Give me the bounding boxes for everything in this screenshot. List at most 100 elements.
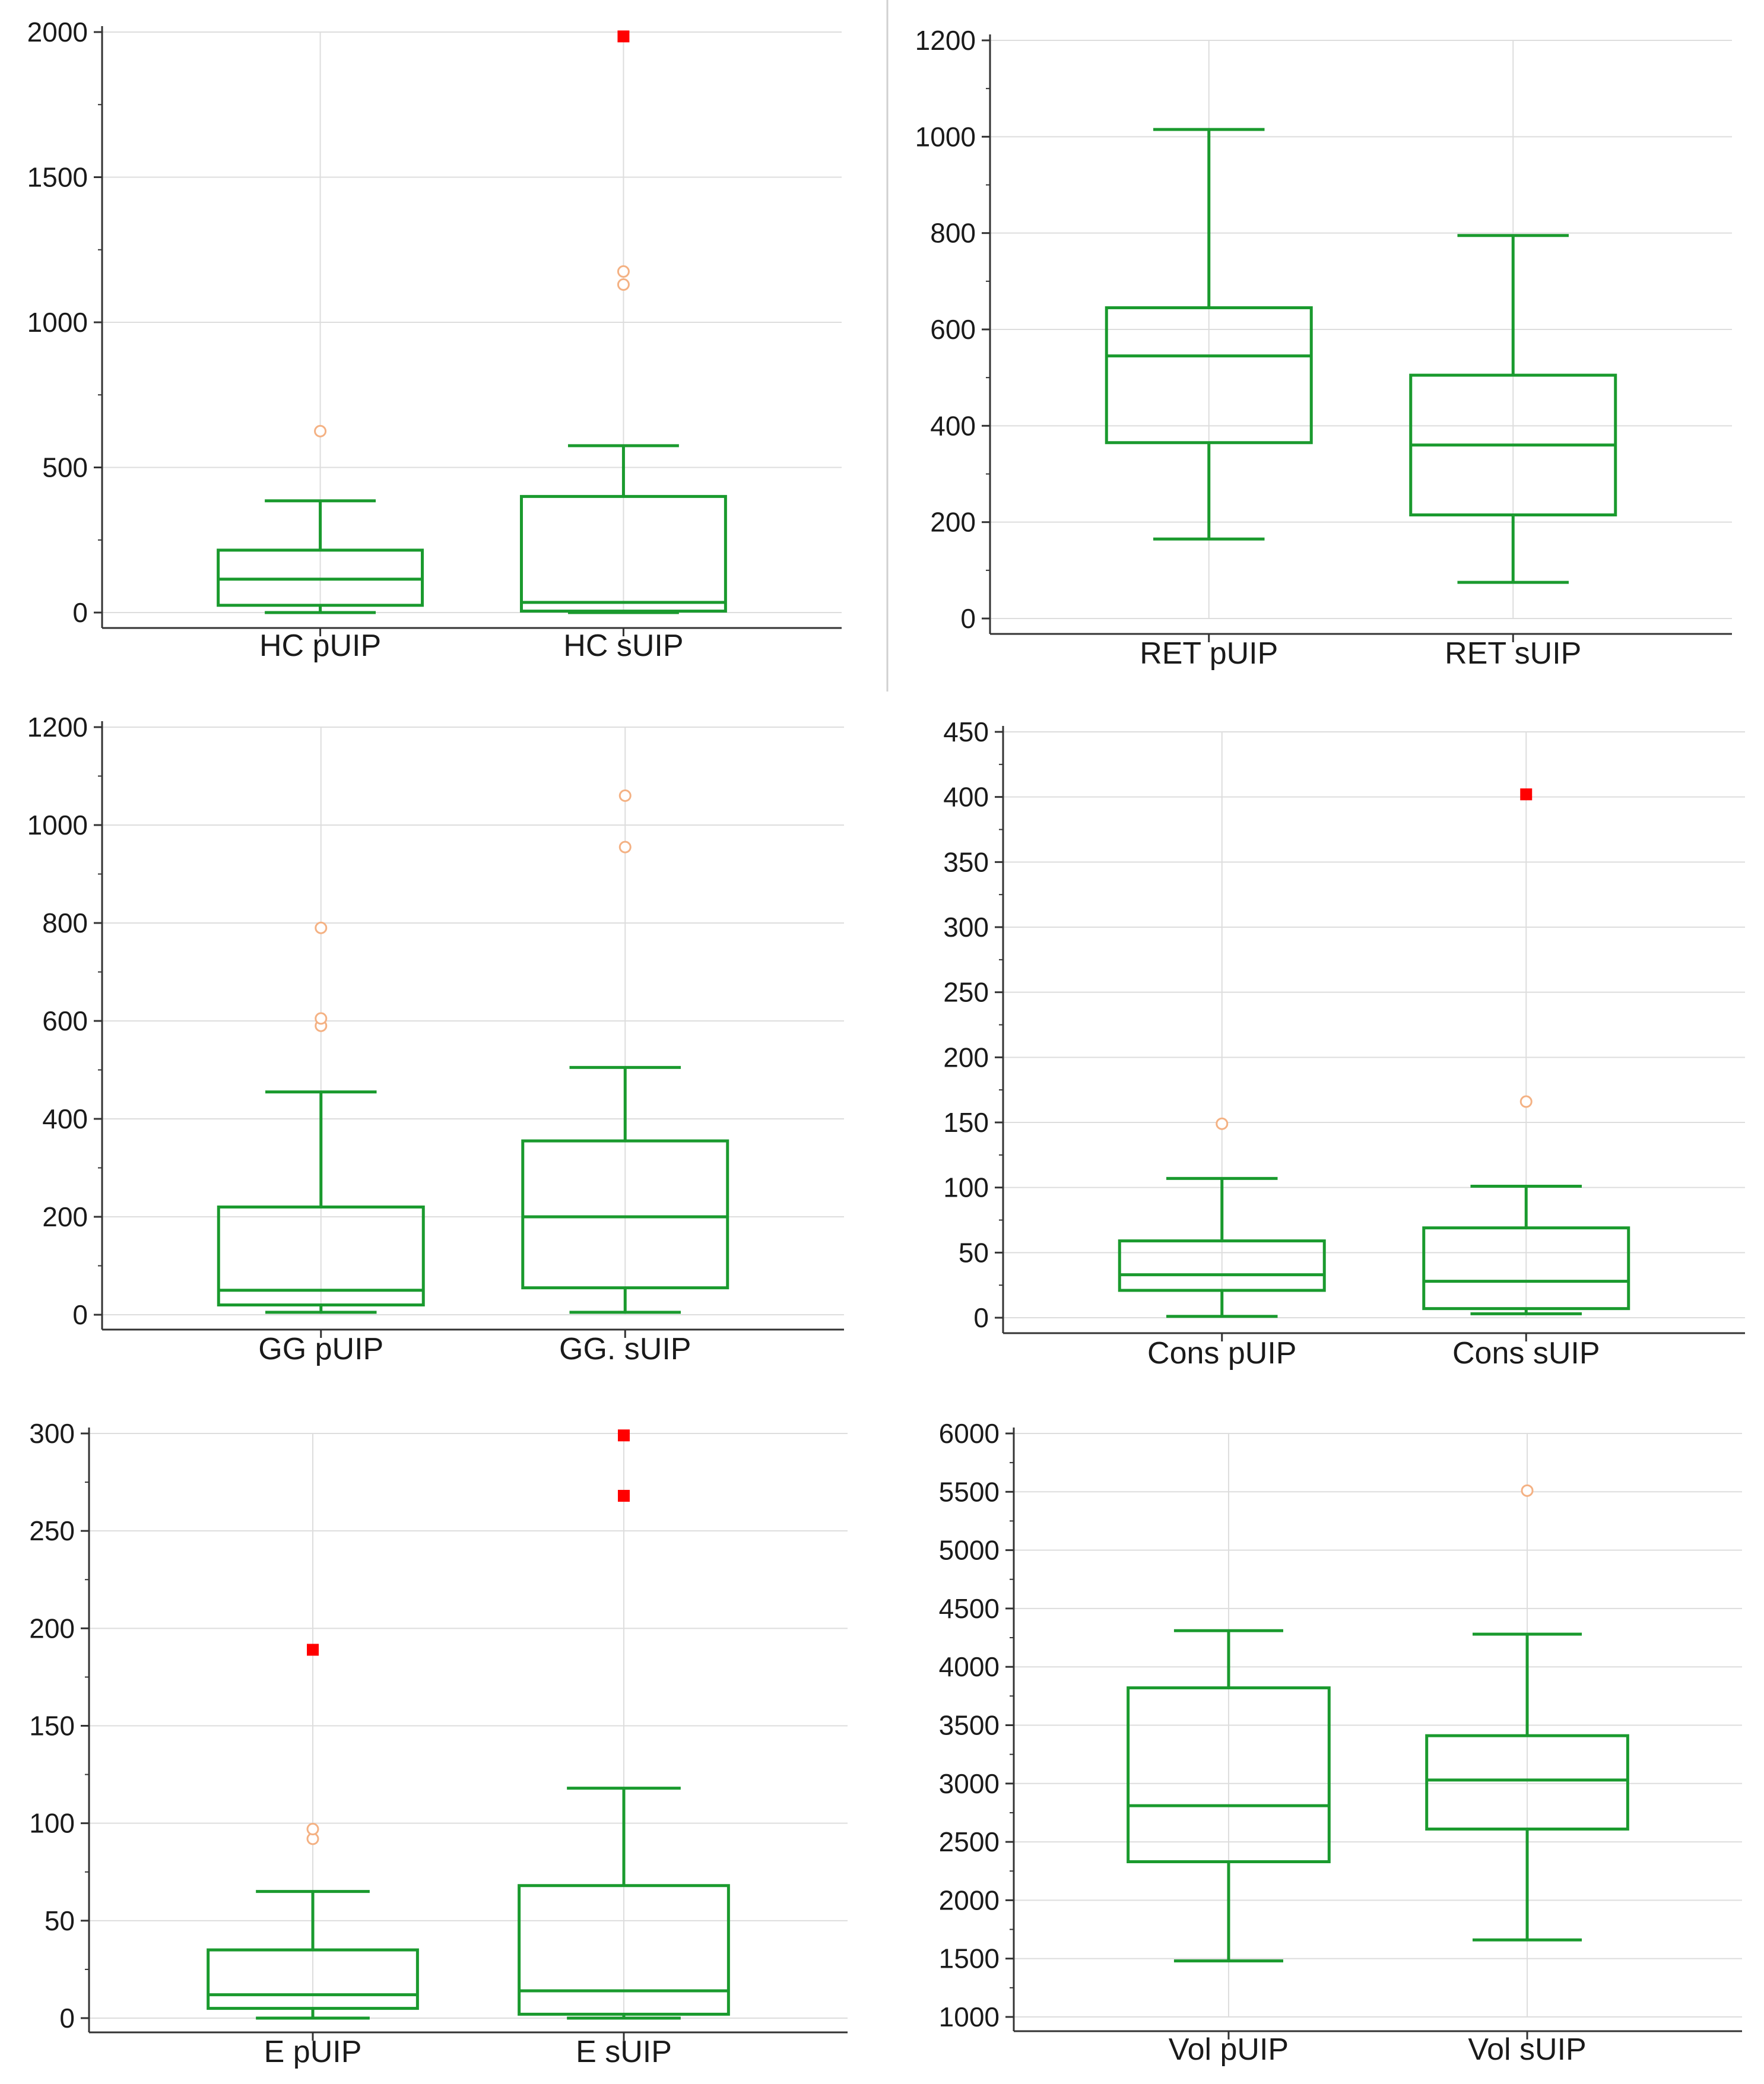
box-plot-panel-3: 0 200 400 600 800 1000 1200 GG pUIP GG. sUIP xyxy=(27,712,844,1366)
y-tick-label: 1000 xyxy=(27,307,88,338)
y-tick-label: 5000 xyxy=(939,1535,1000,1566)
category-label: RET sUIP xyxy=(1445,636,1581,671)
y-tick-label: 3000 xyxy=(939,1768,1000,1799)
y-tick-label: 200 xyxy=(42,1201,88,1232)
box-iqr xyxy=(1425,1734,1629,1831)
box-iqr xyxy=(1118,1239,1326,1292)
far-outlier-point xyxy=(1520,788,1533,801)
box-iqr xyxy=(518,1884,730,2016)
outlier-point xyxy=(306,1823,319,1836)
box-cons-suip: Cons sUIP xyxy=(1422,788,1630,1371)
y-tick-label: 3500 xyxy=(939,1710,1000,1741)
y-tick-label: 2500 xyxy=(939,1826,1000,1857)
y-tick-label: 200 xyxy=(943,1042,989,1073)
y-tick-label: 400 xyxy=(943,782,989,813)
category-label: RET pUIP xyxy=(1140,636,1278,671)
box-gg-suip: GG. sUIP xyxy=(521,789,729,1366)
box-plot-panel-6: 1000 1500 2000 2500 3000 3500 4000 4500 5000 5500… xyxy=(939,1418,1742,2067)
y-tick-label: 1500 xyxy=(27,162,88,193)
y-tick-label: 4000 xyxy=(939,1651,1000,1682)
box-cons-puip: Cons pUIP xyxy=(1118,1117,1326,1371)
category-label: Cons pUIP xyxy=(1147,1336,1296,1371)
box-gg-puip: GG pUIP xyxy=(217,921,425,1366)
far-outlier-point xyxy=(617,1490,630,1502)
y-tick-label: 50 xyxy=(45,1905,75,1936)
y-tick-label: 5500 xyxy=(939,1476,1000,1507)
y-tick-label: 350 xyxy=(943,846,989,877)
category-label: Vol pUIP xyxy=(1169,2032,1289,2067)
y-tick-label: 0 xyxy=(973,1302,989,1333)
box-iqr xyxy=(1105,306,1313,445)
box-ret-puip: RET pUIP xyxy=(1105,128,1313,671)
y-tick-label: 800 xyxy=(930,218,976,249)
outlier-point xyxy=(315,1012,328,1025)
box-plot-panel-2: 0 200 400 600 800 1000 1200 RET pUIP RET sUIP xyxy=(915,25,1732,671)
box-ret-suip: RET sUIP xyxy=(1409,234,1617,671)
box-vol-puip: Vol pUIP xyxy=(1127,1629,1331,2067)
category-label: Cons sUIP xyxy=(1452,1336,1600,1371)
box-plot-panel-1: 0 500 1000 1500 2000 HC pUIP HC sUIP xyxy=(27,17,842,663)
y-tick-label: 1000 xyxy=(27,810,88,840)
y-tick-label: 300 xyxy=(943,912,989,943)
far-outlier-point xyxy=(307,1644,319,1656)
box-hc-suip: HC sUIP xyxy=(519,30,727,663)
box-e-puip: E pUIP xyxy=(207,1644,419,2069)
y-tick-label: 1200 xyxy=(915,25,976,56)
y-tick-label: 4500 xyxy=(939,1593,1000,1624)
outlier-point xyxy=(1216,1117,1229,1130)
category-label: E pUIP xyxy=(264,2035,362,2069)
y-tick-label: 600 xyxy=(42,1005,88,1036)
y-tick-label: 2000 xyxy=(939,1885,1000,1915)
y-tick-label: 450 xyxy=(943,716,989,747)
outlier-point xyxy=(618,840,632,854)
box-iqr xyxy=(1422,1226,1630,1311)
category-label: GG pUIP xyxy=(258,1332,383,1366)
y-tick-label: 150 xyxy=(943,1107,989,1138)
box-hc-puip: HC pUIP xyxy=(217,424,424,663)
outlier-point xyxy=(618,789,632,802)
box-iqr xyxy=(519,494,727,613)
outlier-point xyxy=(1519,1095,1533,1108)
box-iqr xyxy=(1127,1686,1331,1864)
category-label: Vol sUIP xyxy=(1468,2032,1586,2067)
box-iqr xyxy=(217,1206,425,1306)
outlier-point xyxy=(617,278,630,291)
y-tick-label: 0 xyxy=(960,603,976,634)
category-label: HC sUIP xyxy=(563,629,683,663)
y-tick-label: 1500 xyxy=(939,1943,1000,1974)
outlier-point xyxy=(1521,1484,1534,1497)
y-tick-label: 250 xyxy=(943,977,989,1008)
y-tick-label: 100 xyxy=(943,1172,989,1203)
y-tick-label: 50 xyxy=(959,1237,989,1268)
outlier-point xyxy=(617,265,630,278)
outlier-point xyxy=(314,424,327,437)
y-tick-label: 300 xyxy=(29,1418,75,1449)
y-tick-label: 800 xyxy=(42,908,88,938)
category-label: E sUIP xyxy=(576,2035,672,2069)
box-plot-panel-5: 0 50 100 150 200 250 300 E pUIP E sUIP xyxy=(29,1418,848,2069)
box-iqr xyxy=(521,1139,729,1290)
y-tick-label: 400 xyxy=(42,1103,88,1134)
y-tick-label: 500 xyxy=(42,452,88,483)
y-tick-label: 200 xyxy=(930,507,976,538)
y-tick-label: 1000 xyxy=(915,121,976,152)
far-outlier-point xyxy=(617,1429,630,1442)
box-e-suip: E sUIP xyxy=(518,1429,730,2069)
far-outlier-point xyxy=(617,30,630,43)
category-label: GG. sUIP xyxy=(559,1332,691,1366)
y-tick-label: 2000 xyxy=(27,17,88,47)
y-tick-label: 1000 xyxy=(939,2001,1000,2032)
y-tick-label: 600 xyxy=(930,314,976,345)
y-tick-label: 250 xyxy=(29,1515,75,1546)
box-plot-panel-4: 0 50 100 150 200 250 300 350 400 450 Cons pUIP Cons… xyxy=(943,716,1745,1371)
y-tick-label: 0 xyxy=(72,597,88,628)
y-tick-label: 100 xyxy=(29,1808,75,1839)
y-tick-label: 200 xyxy=(29,1613,75,1644)
y-tick-label: 6000 xyxy=(939,1418,1000,1449)
box-iqr xyxy=(207,1948,419,2010)
y-tick-label: 0 xyxy=(72,1299,88,1330)
y-tick-label: 400 xyxy=(930,410,976,441)
y-tick-label: 1200 xyxy=(27,712,88,743)
box-vol-suip: Vol sUIP xyxy=(1425,1484,1629,2067)
